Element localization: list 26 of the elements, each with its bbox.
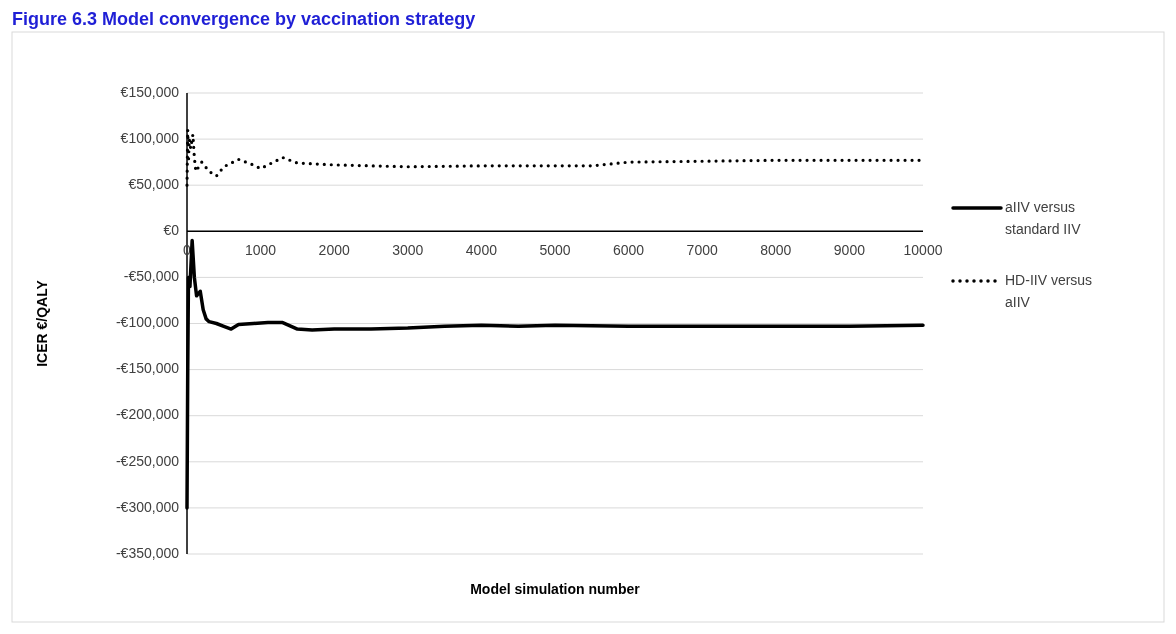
y-tick-label: -€150,000 [115,360,180,377]
legend-label: aIIV versus standard IIV [1005,198,1082,237]
x-tick-label: 10000 [903,242,943,259]
x-tick-label: 2000 [318,242,350,259]
x-tick-label: 4000 [465,242,498,259]
y-tick-label: -€350,000 [115,544,180,561]
y-axis-title: ICER €/QALY [34,279,50,367]
y-tick-label: -€250,000 [115,452,180,469]
legend-label: HD-IIV versus aIIV [1005,271,1093,310]
y-tick-label: €150,000 [120,83,180,100]
x-tick-label: 3000 [392,242,424,259]
chart-title: Figure 6.3 Model convergence by vaccination strategy [12,9,476,29]
x-tick-label: 6000 [613,242,645,259]
x-tick-label: 7000 [686,242,718,259]
x-tick-label: 1000 [245,242,277,259]
y-tick-label: -€100,000 [115,314,180,331]
y-tick-label: -€200,000 [115,406,180,423]
x-tick-label: 9000 [833,242,866,259]
y-tick-label: €50,000 [128,175,180,192]
x-tick-label: 8000 [760,242,792,259]
y-tick-label: -€300,000 [115,498,180,515]
y-tick-label: -€50,000 [123,268,180,285]
y-tick-label: €0 [163,222,180,238]
y-tick-label: €100,000 [120,129,180,146]
x-tick-label: 5000 [539,242,571,259]
x-axis-title: Model simulation number [470,581,641,597]
